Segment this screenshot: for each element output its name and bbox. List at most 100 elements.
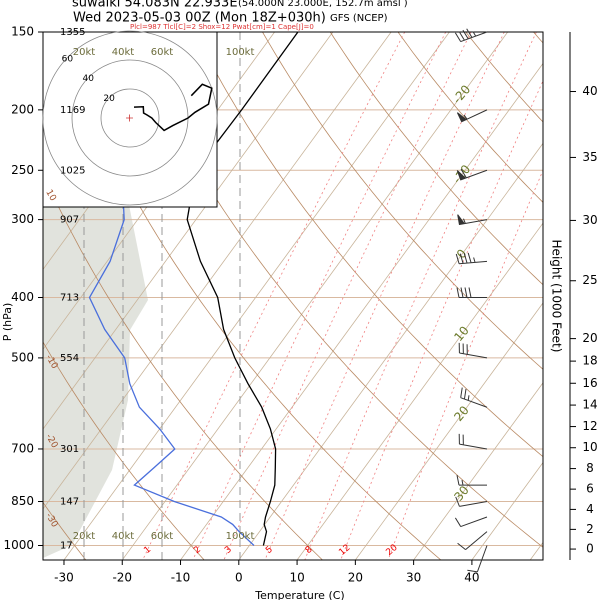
wind-barb [458,342,488,359]
wind-barb [457,531,488,551]
y2-tick-label: 20 [582,331,597,345]
hodograph-ring-label: 40 [83,74,95,84]
height-label: 713 [60,292,79,303]
isotherm [355,302,543,560]
hodograph-center [126,114,133,122]
wind-barb [457,214,488,226]
mixing-ratio-line [192,32,447,560]
mixing-ratio-line [142,32,406,560]
dry-adiabat [194,32,543,458]
y2-tick-label: 14 [582,398,597,412]
mixing-ratio-label: 20 [385,543,400,558]
isotherm-label: -20 [450,82,473,106]
isotherm [121,32,509,560]
mixing-ratio-label: 5 [264,545,275,556]
height-label: 554 [60,353,79,364]
height-label: 147 [60,497,79,508]
wind-barb [460,387,488,408]
hodograph-trace [133,83,213,132]
x-tick-label: -30 [54,571,74,585]
y-tick-label: 150 [11,25,34,39]
isotherm [43,32,392,510]
height-label: 301 [60,444,79,455]
isotherm [413,382,543,560]
wind-barb [456,475,487,486]
x-axis-label: Temperature (C) [254,589,344,600]
y2-axis-label: Height (1000 Feet) [550,240,564,353]
mixing-ratio-line [340,79,543,560]
hodograph: 20 40 60 [42,30,218,208]
y2-tick-label: 35 [582,150,597,164]
isotherm-label: 20 [451,403,472,424]
hodograph-ring-label: 60 [62,54,74,64]
y2-tick-label: 18 [582,354,597,368]
wind-scale-label: 40kt [112,47,135,58]
height-label: 907 [60,215,79,226]
dewpoint-line [88,32,255,546]
height-label: 1025 [60,165,85,176]
hodograph-ring [42,30,218,206]
wind-barb [467,545,488,573]
wind-scale-label: 20kt [73,531,96,542]
temperature-line [186,32,299,546]
plot-frame [42,31,544,561]
x-tick-label: 0 [235,571,243,585]
x-tick-label: 20 [348,571,363,585]
wind-scale-label: 60kt [151,47,174,58]
wind-scale-label: 40kt [112,531,135,542]
isotherm [471,461,543,560]
y-tick-label: 300 [11,212,34,226]
mixing-ratio-line [387,169,543,560]
y-tick-label: 500 [11,350,34,364]
isotherm [180,62,543,560]
wind-barb [456,109,488,123]
x-tick-label: 10 [289,571,304,585]
dry-adiabat [329,32,543,286]
y2-tick-label: 0 [586,542,594,556]
wind-scale-label: 60kt [151,531,174,542]
x-tick-label: -10 [171,571,191,585]
hodograph-ring [100,88,160,148]
wind-barb [456,287,487,298]
wind-barb [458,433,488,450]
isotherm [238,142,543,560]
wind-barb [454,516,488,528]
wind-barb [454,28,488,43]
mixing-ratio-line [304,32,537,560]
wind-barb [456,168,488,181]
y-tick-label: 700 [11,441,34,455]
height-label: 1169 [60,105,85,116]
height-label: 1355 [60,27,85,38]
y-tick-label: 400 [11,290,34,304]
wind-barb [455,496,488,507]
y-axis-label: P (hPa) [1,303,14,342]
isotherm [296,222,543,560]
chart-title: suwalki 54.083N 22.933E [72,0,238,11]
mixing-ratio-label: 2 [192,545,203,556]
x-tick-label: 30 [406,571,421,585]
dry-adiabat [262,32,543,370]
dry-adiabat [43,172,323,560]
mixing-ratio-label: 1 [142,545,153,556]
isotherm [43,32,334,430]
isotherm-label: 30 [451,483,472,504]
mixing-ratio-line [223,32,472,560]
location: (54.000N 23.000E, 152.7m amsl ) [238,0,408,9]
y2-tick-label: 8 [586,461,594,475]
model: GFS (NCEP) [330,13,388,24]
y2-tick-label: 10 [582,440,597,454]
y2-tick-label: 2 [586,522,594,536]
mixing-ratio-label: 8 [304,545,315,557]
isotherm-label: 10 [451,323,472,344]
subtitle: Plcl=987 Tlcl[C]=2 Shox=12 Pwat[cm]=1 Ca… [130,23,314,31]
y2-tick-label: 25 [582,273,597,287]
run-time: Wed 2023-05-03 00Z (Mon 18Z+030h) [73,11,326,26]
dry-adiabat [43,341,205,560]
isotherm [63,32,450,560]
y2-tick-label: 4 [586,502,594,516]
y-tick-label: 1000 [3,538,34,552]
y-tick-label: 850 [11,494,34,508]
y2-tick-label: 40 [582,84,597,98]
x-tick-label: -20 [112,571,132,585]
